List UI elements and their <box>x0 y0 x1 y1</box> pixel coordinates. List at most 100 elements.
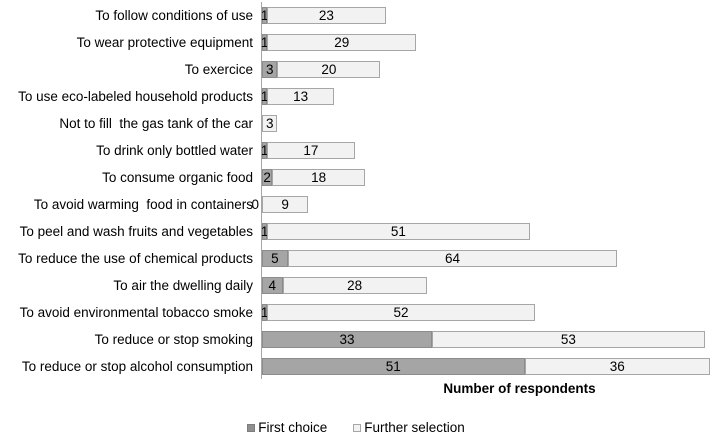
bar-row: To air the dwelling daily 4 28 <box>0 272 712 299</box>
first-choice-segment: 33 <box>262 331 432 348</box>
bar-track: 1 13 <box>260 88 335 105</box>
category-label: To avoid warming food in containers <box>33 196 253 212</box>
further-selection-segment: 52 <box>267 304 535 321</box>
legend-item-further-selection: Further selection <box>353 420 465 435</box>
bar-row: Not to fill the gas tank of the car 3 <box>0 110 712 137</box>
first-choice-value: 33 <box>339 332 355 347</box>
further-selection-segment: 51 <box>267 223 530 240</box>
bar-track: 1 17 <box>260 142 355 159</box>
category-label: To avoid environmental tobacco smoke <box>19 304 253 320</box>
further-selection-value: 13 <box>293 89 309 104</box>
further-selection-value: 28 <box>347 278 363 293</box>
bar-track: 1 23 <box>260 7 386 24</box>
y-axis-line <box>261 2 262 379</box>
bar-row: To reduce the use of chemical products 5 6… <box>0 245 712 272</box>
further-selection-segment: 36 <box>524 358 710 375</box>
first-choice-value: 1 <box>260 143 269 158</box>
further-selection-segment: 20 <box>277 61 381 78</box>
bar-row: To exercice 3 20 <box>0 56 712 83</box>
first-choice-zero-label: 0 <box>251 197 259 212</box>
category-label: To drink only bottled water <box>96 142 253 158</box>
legend-label: First choice <box>258 420 328 435</box>
further-selection-value: 36 <box>609 359 625 374</box>
bar-row: To peel and wash fruits and vegetables 1 5… <box>0 218 712 245</box>
legend: First choice Further selection <box>0 420 712 435</box>
category-label: To air the dwelling daily <box>113 277 253 293</box>
category-label: To peel and wash fruits and vegetables <box>19 223 253 239</box>
bar-row: To consume organic food 2 18 <box>0 164 712 191</box>
further-selection-value: 18 <box>311 170 327 185</box>
first-choice-value: 1 <box>260 224 269 239</box>
first-choice-value: 1 <box>260 35 269 50</box>
first-choice-segment: 2 <box>262 169 273 186</box>
first-choice-value: 51 <box>385 359 401 374</box>
bar-track: 3 20 <box>262 61 381 78</box>
category-label: To wear protective equipment <box>76 34 253 50</box>
x-axis-title: Number of respondents <box>443 381 596 396</box>
first-choice-swatch-icon <box>247 423 256 432</box>
further-selection-swatch-icon <box>353 423 362 432</box>
bar-track: 2 18 <box>262 169 365 186</box>
further-selection-segment: 23 <box>267 7 386 24</box>
further-selection-value: 17 <box>303 143 319 158</box>
further-selection-value: 29 <box>334 35 350 50</box>
first-choice-segment: 1 <box>260 34 269 51</box>
first-choice-segment: 1 <box>260 88 269 105</box>
further-selection-segment: 18 <box>272 169 365 186</box>
further-selection-value: 23 <box>318 8 334 23</box>
bar-row: To avoid environmental tobacco smoke 1 52 <box>0 299 712 326</box>
bar-track: 1 51 <box>260 223 530 240</box>
stacked-bar-chart: To follow conditions of use 1 23 To wear pr… <box>0 2 712 380</box>
bar-track: 5 64 <box>262 250 618 267</box>
further-selection-segment: 17 <box>267 142 355 159</box>
bar-track: 4 28 <box>262 277 427 294</box>
first-choice-segment: 1 <box>260 304 269 321</box>
bar-track: 1 29 <box>260 34 417 51</box>
bar-track: 51 36 <box>262 358 710 375</box>
category-label: To reduce or stop smoking <box>94 331 253 347</box>
legend-label: Further selection <box>364 420 465 435</box>
bar-track: 33 53 <box>262 331 705 348</box>
category-label: To consume organic food <box>102 169 253 185</box>
first-choice-value: 5 <box>271 251 279 266</box>
category-label: Not to fill the gas tank of the car <box>59 115 253 131</box>
bar-row: To reduce or stop alcohol consumption 51 3… <box>0 353 712 380</box>
further-selection-segment: 9 <box>262 196 309 213</box>
bar-row: To wear protective equipment 1 29 <box>0 29 712 56</box>
first-choice-segment: 1 <box>260 142 269 159</box>
first-choice-value: 1 <box>260 8 269 23</box>
bar-row: To use eco-labeled household products 1 13 <box>0 83 712 110</box>
further-selection-segment: 29 <box>267 34 417 51</box>
first-choice-value: 3 <box>265 62 274 77</box>
first-choice-value: 1 <box>260 89 269 104</box>
further-selection-segment: 3 <box>262 115 278 132</box>
bar-row: To reduce or stop smoking 33 53 <box>0 326 712 353</box>
bar-track: 1 52 <box>260 304 535 321</box>
further-selection-value: 53 <box>560 332 576 347</box>
category-label: To follow conditions of use <box>95 7 253 23</box>
further-selection-value: 64 <box>445 251 461 266</box>
category-label: To reduce the use of chemical products <box>18 250 253 266</box>
further-selection-value: 9 <box>281 197 289 212</box>
further-selection-value: 3 <box>265 116 274 131</box>
category-label: To use eco-labeled household products <box>18 88 253 104</box>
first-choice-value: 1 <box>260 305 269 320</box>
bar-row: To drink only bottled water 1 17 <box>0 137 712 164</box>
first-choice-value: 4 <box>268 278 277 293</box>
bar-rows: To follow conditions of use 1 23 To wear pr… <box>0 2 712 380</box>
further-selection-segment: 28 <box>282 277 427 294</box>
first-choice-segment: 1 <box>260 7 269 24</box>
first-choice-segment: 5 <box>262 250 288 267</box>
category-label: To reduce or stop alcohol consumption <box>21 358 253 374</box>
further-selection-segment: 64 <box>287 250 618 267</box>
first-choice-segment: 3 <box>262 61 278 78</box>
bar-track: 3 <box>262 115 278 132</box>
further-selection-value: 51 <box>390 224 406 239</box>
category-label: To exercice <box>184 61 253 77</box>
first-choice-segment: 51 <box>262 358 525 375</box>
legend-item-first-choice: First choice <box>247 420 327 435</box>
first-choice-value: 2 <box>263 170 271 185</box>
further-selection-segment: 13 <box>267 88 335 105</box>
first-choice-segment: 1 <box>260 223 269 240</box>
further-selection-value: 52 <box>393 305 409 320</box>
